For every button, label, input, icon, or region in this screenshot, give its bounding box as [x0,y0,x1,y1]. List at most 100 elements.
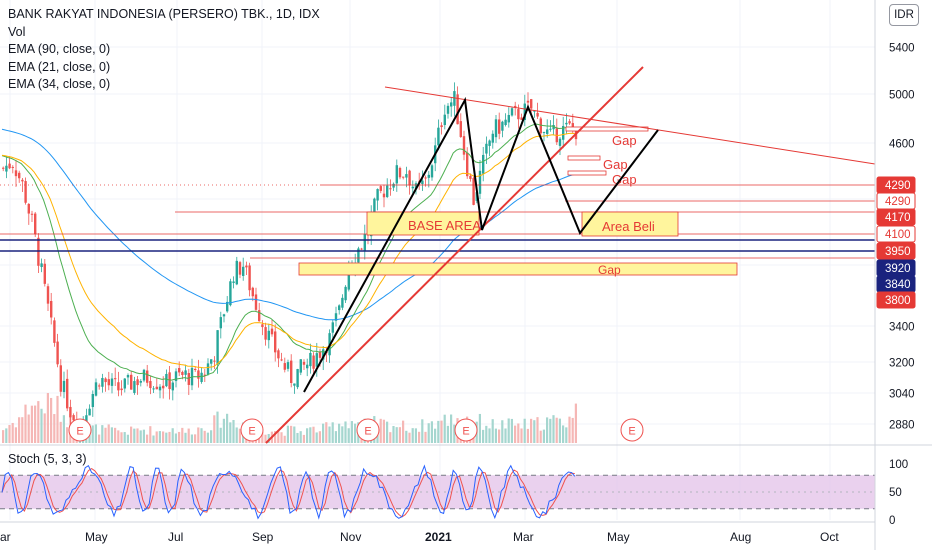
earnings-marker-label: E [248,426,255,438]
volume-bar [546,417,549,443]
volume-bar [187,428,190,443]
candle-body [402,176,405,178]
volume-bar [552,415,555,443]
candle-body [504,119,507,126]
ema-21-line [1,123,575,381]
candle-body [322,349,325,360]
candle-body [552,124,555,130]
price-tick-label: 3040 [889,389,915,401]
volume-bar [485,425,488,443]
candle-body [331,322,334,333]
candle-body [530,99,533,109]
candle-body [293,383,296,386]
volume-bar [165,432,168,443]
candle-body [216,330,219,364]
legend-vol: Vol [8,24,26,39]
volume-bar [40,408,43,443]
volume-bar [149,426,152,443]
candle-body [101,377,104,387]
volume-bar [437,420,440,443]
volume-bar [21,417,24,443]
candle-body [318,351,322,358]
volume-bar [322,423,325,443]
stoch-legend: Stoch (5, 3, 3) [8,452,87,466]
candle-body [478,170,482,194]
time-tick-label: Sep [252,530,274,544]
time-tick-label: Jul [168,530,183,544]
candle-body [133,381,136,393]
volume-bar [558,418,561,443]
volume-bar [421,419,424,443]
volume-bar [523,418,526,443]
currency-button[interactable]: IDR [889,4,919,26]
volume-bar [536,417,539,443]
volume-bar [91,425,94,443]
candle-body [290,360,293,384]
candle-body [146,370,149,383]
volume-bar [155,431,158,443]
price-label-text: 3950 [885,246,911,258]
earnings-marker [240,418,264,442]
candle-body [210,359,213,364]
candle-body [341,297,344,308]
candle-body [107,379,110,386]
legend-ema-34: EMA (34, close, 0) [8,77,111,91]
candle-body [14,170,18,177]
candle-body [178,368,181,373]
volume-bar [568,416,571,443]
candle-body [488,140,491,146]
stoch-d-line [1,468,575,518]
volume-bar [542,429,545,443]
legend-ema-21: EMA (21, close, 0) [8,59,111,74]
base-area-zone [366,211,480,236]
candle-body [299,359,302,373]
volume-bar [18,417,21,443]
candle-body [514,105,517,108]
candle-body [309,352,312,367]
volume-bar [283,435,286,443]
volume-bar [2,430,5,443]
candle-body [382,193,386,198]
candle-body [197,370,200,379]
volume-bar [8,425,11,443]
volume-bar [446,425,449,443]
time-tick-label: ar [0,530,11,544]
volume-bar [43,413,46,443]
candle-body [312,355,315,369]
candle-body [2,167,5,169]
candle-body [539,118,542,134]
candle-body [34,213,37,235]
volume-bar [229,422,232,443]
gap-zone-2 [567,155,601,161]
candle-body [302,361,306,365]
candle-body [184,370,187,375]
volume-bar [498,429,501,443]
candle-body [267,330,270,341]
candle-body [206,363,210,375]
volume-bar [53,414,56,443]
volume-bar [501,420,504,443]
price-tick-label: 3400 [889,322,915,334]
volume-bar [478,413,481,443]
volume-bar [318,431,321,443]
candle-body [494,119,498,138]
candle-body [226,301,229,312]
volume-bar [290,425,293,443]
candle-body [72,415,75,421]
volume-bar [296,432,299,443]
candle-body [363,233,366,252]
volume-bar [133,428,136,443]
volume-bar [382,419,385,443]
volume-bar [14,427,17,443]
earnings-marker [620,418,644,442]
volume-bar [450,414,453,443]
volume-bar [565,427,568,443]
time-tick-label: May [607,530,630,544]
stoch-band [0,475,875,509]
candle-body [277,350,280,359]
candle-body [242,266,245,276]
volume-bar [216,411,219,443]
candle-body [258,310,261,322]
